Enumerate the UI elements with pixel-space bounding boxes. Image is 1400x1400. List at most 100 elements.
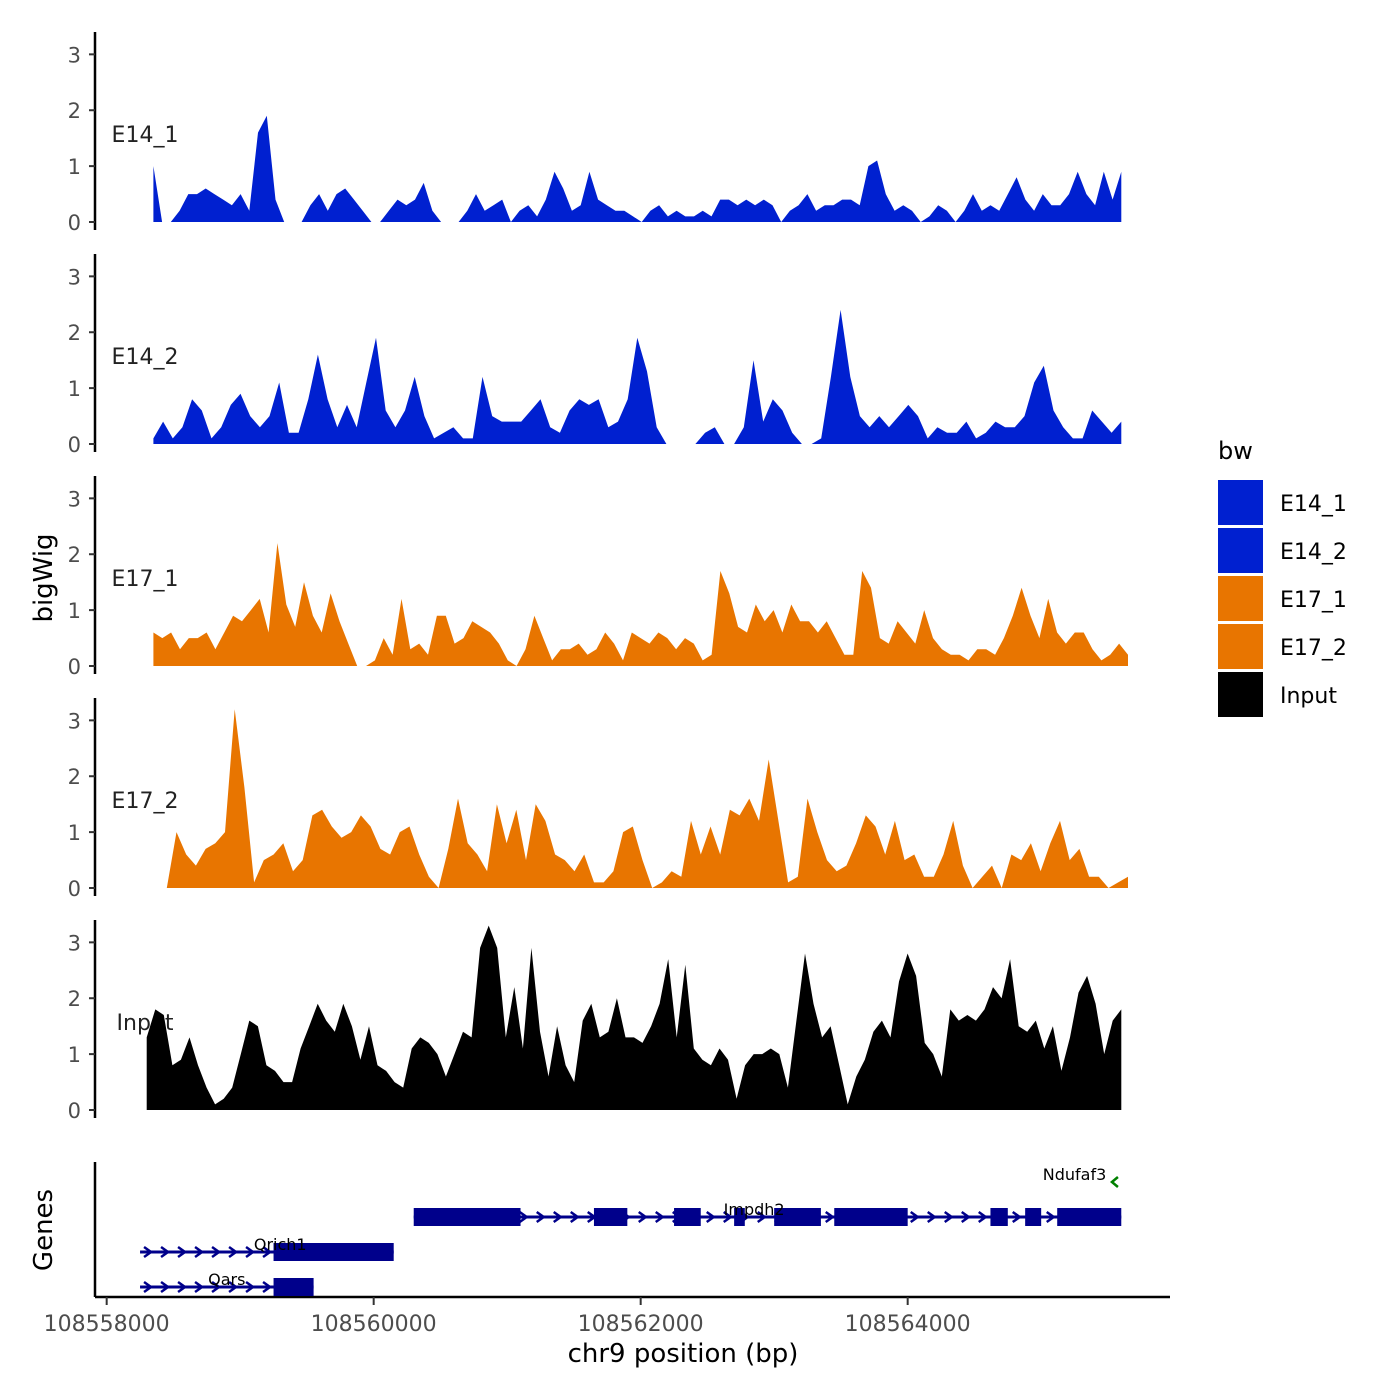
strand-chevron — [262, 1280, 273, 1294]
coverage-area-input — [146, 925, 1122, 1110]
legend-item-e14-2: E14_2 — [1218, 528, 1347, 573]
x-tick-label: 108562000 — [578, 1312, 704, 1337]
y-axis-title: bigWig — [29, 533, 59, 622]
legend-swatch — [1218, 624, 1263, 669]
legend-label: E17_1 — [1280, 588, 1347, 613]
gene-impdh2: Impdh2 — [413, 1200, 1122, 1226]
genes-panel: 108558000 108560000 108562000 108564000 Nduf… — [44, 1162, 1170, 1337]
y-tick-label: 1 — [68, 377, 81, 401]
x-axis-title: chr9 position (bp) — [568, 1339, 799, 1369]
legend-swatch — [1218, 576, 1263, 621]
y-tick-label: 0 — [68, 877, 81, 901]
y-tick-label: 1 — [68, 155, 81, 179]
legend-swatch — [1218, 672, 1263, 717]
strand-chevron — [177, 1280, 188, 1294]
gene-exon — [834, 1208, 908, 1226]
coverage-area-e17-1 — [153, 543, 1128, 666]
legend-label: E17_2 — [1280, 636, 1347, 661]
gene-label: Qars — [208, 1270, 245, 1289]
strand-chevron — [518, 1210, 529, 1224]
gene-exon — [774, 1208, 821, 1226]
gene-qars: Qars — [140, 1270, 314, 1296]
legend-label: E14_2 — [1280, 540, 1347, 565]
strand-chevron — [143, 1280, 154, 1294]
strand-chevron — [211, 1245, 222, 1259]
genes-axis-title: Genes — [29, 1189, 59, 1271]
strand-chevron — [909, 1210, 920, 1224]
coverage-area-e17-2 — [166, 709, 1129, 888]
strand-chevron — [756, 1210, 767, 1224]
coverage-tracks: 0 1 2 3 E14_1 0 1 2 3 E14_2 0 1 2 3 E17_1 0 1 2 3 E17_2 0 1 2 3… — [68, 32, 1129, 1123]
gene-exon — [413, 1208, 521, 1226]
gene-exon — [273, 1278, 314, 1296]
y-tick-label: 3 — [68, 709, 81, 733]
gene-label: Qrich1 — [254, 1235, 307, 1254]
track-label: E14_2 — [112, 345, 179, 370]
strand-chevron — [228, 1280, 239, 1294]
track-label: E14_1 — [112, 123, 179, 148]
strand-chevron — [1045, 1210, 1056, 1224]
strand-chevron — [569, 1210, 580, 1224]
gene-exon — [734, 1208, 745, 1226]
gene-qrich1: Qrich1 — [140, 1235, 394, 1261]
y-tick-label: 1 — [68, 1043, 81, 1067]
x-tick-label: 108558000 — [44, 1312, 170, 1337]
track-label: E17_1 — [112, 567, 179, 592]
y-tick-label: 2 — [68, 543, 81, 567]
gene-exon — [990, 1208, 1008, 1226]
strand-chevron — [177, 1245, 188, 1259]
strand-chevron — [194, 1280, 205, 1294]
strand-chevron — [637, 1210, 648, 1224]
y-tick-label: 0 — [68, 211, 81, 235]
legend-item-e17-2: E17_2 — [1218, 624, 1347, 669]
strand-chevron — [194, 1245, 205, 1259]
y-tick-label: 0 — [68, 1099, 81, 1123]
strand-chevron — [228, 1245, 239, 1259]
track-e14-2: 0 1 2 3 E14_2 — [68, 254, 1122, 457]
gene-exon — [273, 1243, 394, 1261]
strand-chevron — [143, 1245, 154, 1259]
y-tick-label: 2 — [68, 987, 81, 1011]
gene-label: Impdh2 — [724, 1200, 785, 1219]
gene-exon — [1025, 1208, 1042, 1226]
strand-chevron — [1011, 1210, 1022, 1224]
strand-chevron — [1109, 1176, 1119, 1188]
strand-chevron — [960, 1210, 971, 1224]
strand-chevron — [926, 1210, 937, 1224]
y-tick-label: 3 — [68, 43, 81, 67]
x-tick-label: 108564000 — [845, 1312, 971, 1337]
strand-chevron — [535, 1210, 546, 1224]
gene-ndufaf3: Ndufaf3 — [1043, 1165, 1119, 1188]
y-tick-label: 1 — [68, 821, 81, 845]
strand-chevron — [705, 1210, 716, 1224]
strand-chevron — [552, 1210, 563, 1224]
coverage-area-e14-1 — [153, 115, 1122, 222]
y-tick-label: 3 — [68, 931, 81, 955]
track-e17-2: 0 1 2 3 E17_2 — [68, 698, 1129, 901]
legend-swatch — [1218, 528, 1263, 573]
legend-label: E14_1 — [1280, 492, 1347, 517]
y-tick-label: 2 — [68, 765, 81, 789]
legend-item-e14-1: E14_1 — [1218, 480, 1347, 525]
x-tick-label: 108560000 — [311, 1312, 437, 1337]
strand-chevron — [943, 1210, 954, 1224]
y-tick-label: 3 — [68, 265, 81, 289]
y-tick-label: 3 — [68, 487, 81, 511]
legend-swatch — [1218, 480, 1263, 525]
strand-chevron — [262, 1245, 273, 1259]
y-tick-label: 2 — [68, 99, 81, 123]
y-tick-label: 0 — [68, 433, 81, 457]
y-tick-label: 2 — [68, 321, 81, 345]
legend-item-input: Input — [1218, 672, 1337, 717]
strand-chevron — [160, 1245, 171, 1259]
legend-label: Input — [1280, 684, 1337, 709]
track-label: E17_2 — [112, 789, 179, 814]
strand-chevron — [654, 1210, 665, 1224]
track-e14-1: 0 1 2 3 E14_1 — [68, 32, 1122, 235]
legend-title: bw — [1218, 437, 1253, 465]
coverage-area-e14-2 — [153, 309, 1122, 444]
strand-chevron — [824, 1210, 835, 1224]
y-tick-label: 0 — [68, 655, 81, 679]
